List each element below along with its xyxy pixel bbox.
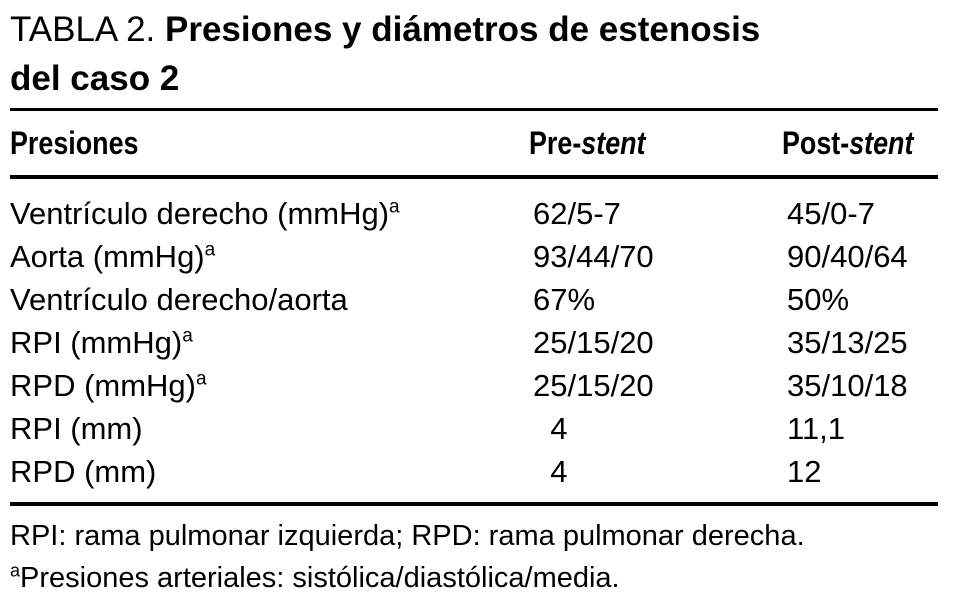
pre-stent-value: 4: [533, 453, 568, 489]
pre-stent-value: 67%: [533, 281, 596, 317]
row-label-cell: Ventrículo derecho/aorta: [10, 282, 533, 318]
table-row: Aorta (mmHg)a 93/44/70 90/40/64: [10, 235, 938, 278]
row-label: Aorta (mmHg): [10, 238, 205, 274]
paper-table-figure: TABLA 2. Presiones y diámetros de esteno…: [10, 0, 938, 599]
footnote-abbreviations: RPI: rama pulmonar izquierda; RPD: rama …: [10, 520, 805, 552]
pre-stent-italic: stent: [581, 124, 646, 161]
caption-space: [155, 10, 165, 49]
table-row: RPI (mmHg)a 25/15/20 35/13/25: [10, 321, 938, 364]
pre-stent-prefix: Pre-: [529, 124, 582, 161]
table-footnotes: RPI: rama pulmonar izquierda; RPD: rama …: [10, 506, 938, 599]
footnote-marker: a: [196, 368, 207, 390]
table-title-text: Presiones y diámetros de estenosis: [165, 10, 761, 49]
header-cell-post-stent: Post-stent: [782, 125, 938, 162]
header-cell-pre-stent: Pre-stent: [529, 125, 781, 162]
post-stent-value: 35/10/18: [787, 367, 908, 403]
post-stent-value: 50%: [787, 281, 850, 317]
table-caption-line2: del caso 2: [10, 59, 180, 98]
header-cell-presiones: Presiones: [10, 125, 529, 162]
post-stent-prefix: Post-: [781, 124, 849, 161]
post-stent-value: 12: [787, 453, 822, 489]
footnote-pressures: aPresiones arteriales: sistólica/diastól…: [10, 557, 938, 599]
pre-stent-value: 62/5-7: [533, 195, 621, 231]
bottom-rule: [10, 502, 938, 506]
row-label: RPI (mmHg): [10, 324, 183, 360]
column-header-presiones: Presiones: [10, 124, 139, 161]
table-row: Ventrículo derecho (mmHg)a 62/5-7 45/0-7: [10, 192, 938, 235]
table-row: Ventrículo derecho/aorta 67% 50%: [10, 278, 938, 321]
footnote-pressures-text: Presiones arteriales: sistólica/diastóli…: [20, 562, 620, 594]
row-label-cell: Aorta (mmHg)a: [10, 239, 533, 275]
column-header-post-stent: Post-stent: [782, 125, 913, 162]
table-row: RPD (mmHg)a 25/15/20 35/10/18: [10, 364, 938, 407]
footnote-marker: a: [182, 325, 193, 347]
row-label: RPD (mm): [10, 453, 157, 489]
post-stent-value: 45/0-7: [787, 195, 875, 231]
row-label: Ventrículo derecho/aorta: [10, 281, 348, 317]
row-label-cell: RPI (mm): [10, 411, 533, 447]
row-label: RPI (mm): [10, 410, 143, 446]
column-header-pre-stent: Pre-stent: [529, 125, 646, 162]
footnote-marker: a: [389, 196, 400, 218]
table-body: Ventrículo derecho (mmHg)a 62/5-7 45/0-7…: [10, 179, 938, 502]
table-number-label: TABLA 2.: [10, 10, 156, 49]
post-stent-value: 11,1: [787, 410, 846, 446]
row-label: Ventrículo derecho (mmHg): [10, 195, 390, 231]
footnote-marker: a: [204, 239, 216, 261]
pre-stent-value: 25/15/20: [533, 324, 654, 360]
post-stent-italic: stent: [848, 124, 913, 161]
footnote-marker-a: a: [10, 560, 21, 581]
table-header-row: Presiones Pre-stent Post-stent: [10, 111, 938, 175]
row-label-cell: RPD (mmHg)a: [10, 368, 533, 404]
table-row: RPD (mm) 4 12: [10, 450, 938, 493]
post-stent-value: 35/13/25: [787, 324, 908, 360]
row-label-cell: RPI (mmHg)a: [10, 325, 533, 361]
top-rule: [10, 108, 938, 111]
row-label-cell: Ventrículo derecho (mmHg)a: [10, 196, 533, 232]
table-caption-line1: TABLA 2. Presiones y diámetros de esteno…: [10, 5, 938, 54]
pre-stent-value: 4: [533, 410, 568, 446]
table-row: RPI (mm) 4 11,1: [10, 407, 938, 450]
row-label: RPD (mmHg): [10, 367, 196, 403]
pre-stent-value: 25/15/20: [533, 367, 654, 403]
row-label-cell: RPD (mm): [10, 454, 533, 490]
table-caption: TABLA 2. Presiones y diámetros de esteno…: [10, 5, 938, 103]
post-stent-value: 90/40/64: [787, 238, 908, 274]
header-rule: [10, 175, 938, 179]
pre-stent-value: 93/44/70: [533, 238, 654, 274]
